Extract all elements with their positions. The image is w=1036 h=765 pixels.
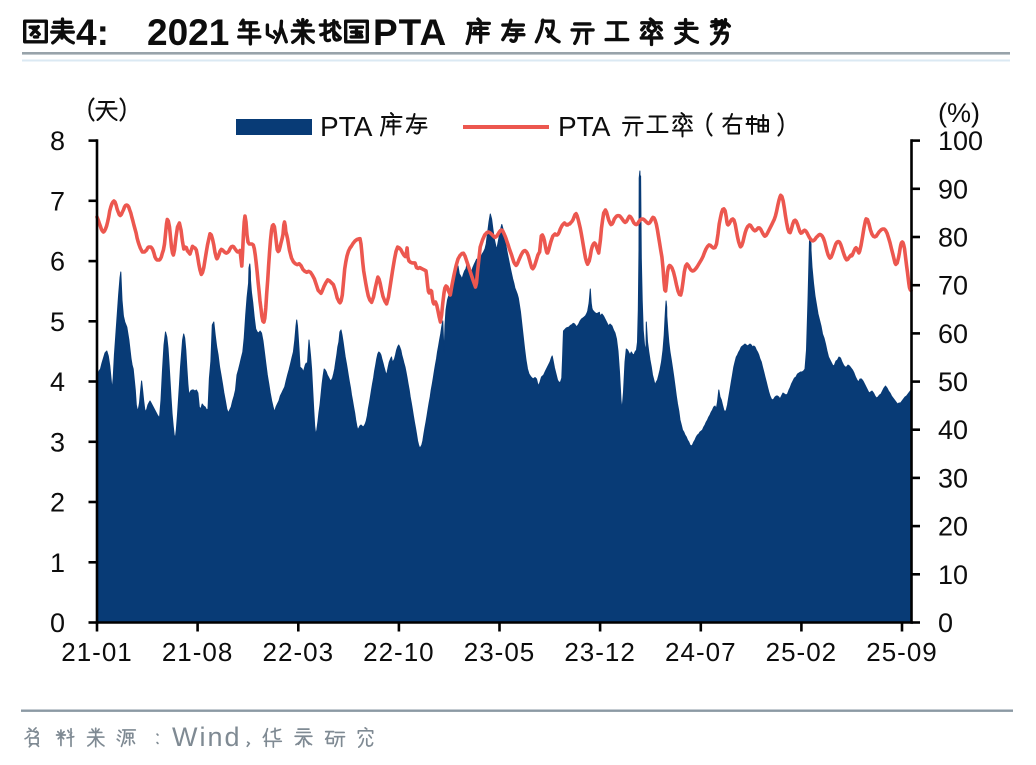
svg-text:10: 10	[938, 560, 968, 590]
svg-text:50: 50	[938, 367, 968, 397]
svg-text:7: 7	[50, 186, 65, 216]
svg-text:1: 1	[50, 548, 65, 578]
svg-text:25-02: 25-02	[766, 637, 838, 667]
svg-text:60: 60	[938, 319, 968, 349]
svg-text:4: 4	[50, 367, 65, 397]
svg-text:23-05: 23-05	[464, 637, 536, 667]
svg-text:8: 8	[50, 126, 65, 156]
svg-text:0: 0	[50, 608, 65, 638]
svg-text:25-09: 25-09	[866, 637, 938, 667]
svg-text:22-03: 22-03	[263, 637, 335, 667]
svg-text:5: 5	[50, 307, 65, 337]
svg-text:PTA: PTA	[373, 12, 447, 53]
svg-text:40: 40	[938, 415, 968, 445]
svg-text:PTA: PTA	[558, 111, 611, 142]
svg-text:0: 0	[938, 608, 953, 638]
svg-text:(%): (%)	[938, 98, 980, 128]
svg-text:80: 80	[938, 223, 968, 253]
svg-text:2021: 2021	[147, 12, 229, 53]
svg-text:24-07: 24-07	[665, 637, 737, 667]
svg-text:30: 30	[938, 463, 968, 493]
svg-text:6: 6	[50, 247, 65, 277]
svg-text:PTA: PTA	[320, 111, 373, 142]
svg-text:21-01: 21-01	[61, 637, 133, 667]
svg-text:70: 70	[938, 271, 968, 301]
svg-text:21-08: 21-08	[162, 637, 234, 667]
svg-text:Wind: Wind	[172, 722, 242, 752]
svg-text:4:: 4:	[76, 12, 109, 53]
svg-text:2: 2	[50, 488, 65, 518]
svg-text:90: 90	[938, 174, 968, 204]
svg-text:22-10: 22-10	[363, 637, 435, 667]
svg-text:20: 20	[938, 512, 968, 542]
svg-text:3: 3	[50, 427, 65, 457]
svg-text:100: 100	[938, 126, 983, 156]
svg-text:23-12: 23-12	[564, 637, 636, 667]
